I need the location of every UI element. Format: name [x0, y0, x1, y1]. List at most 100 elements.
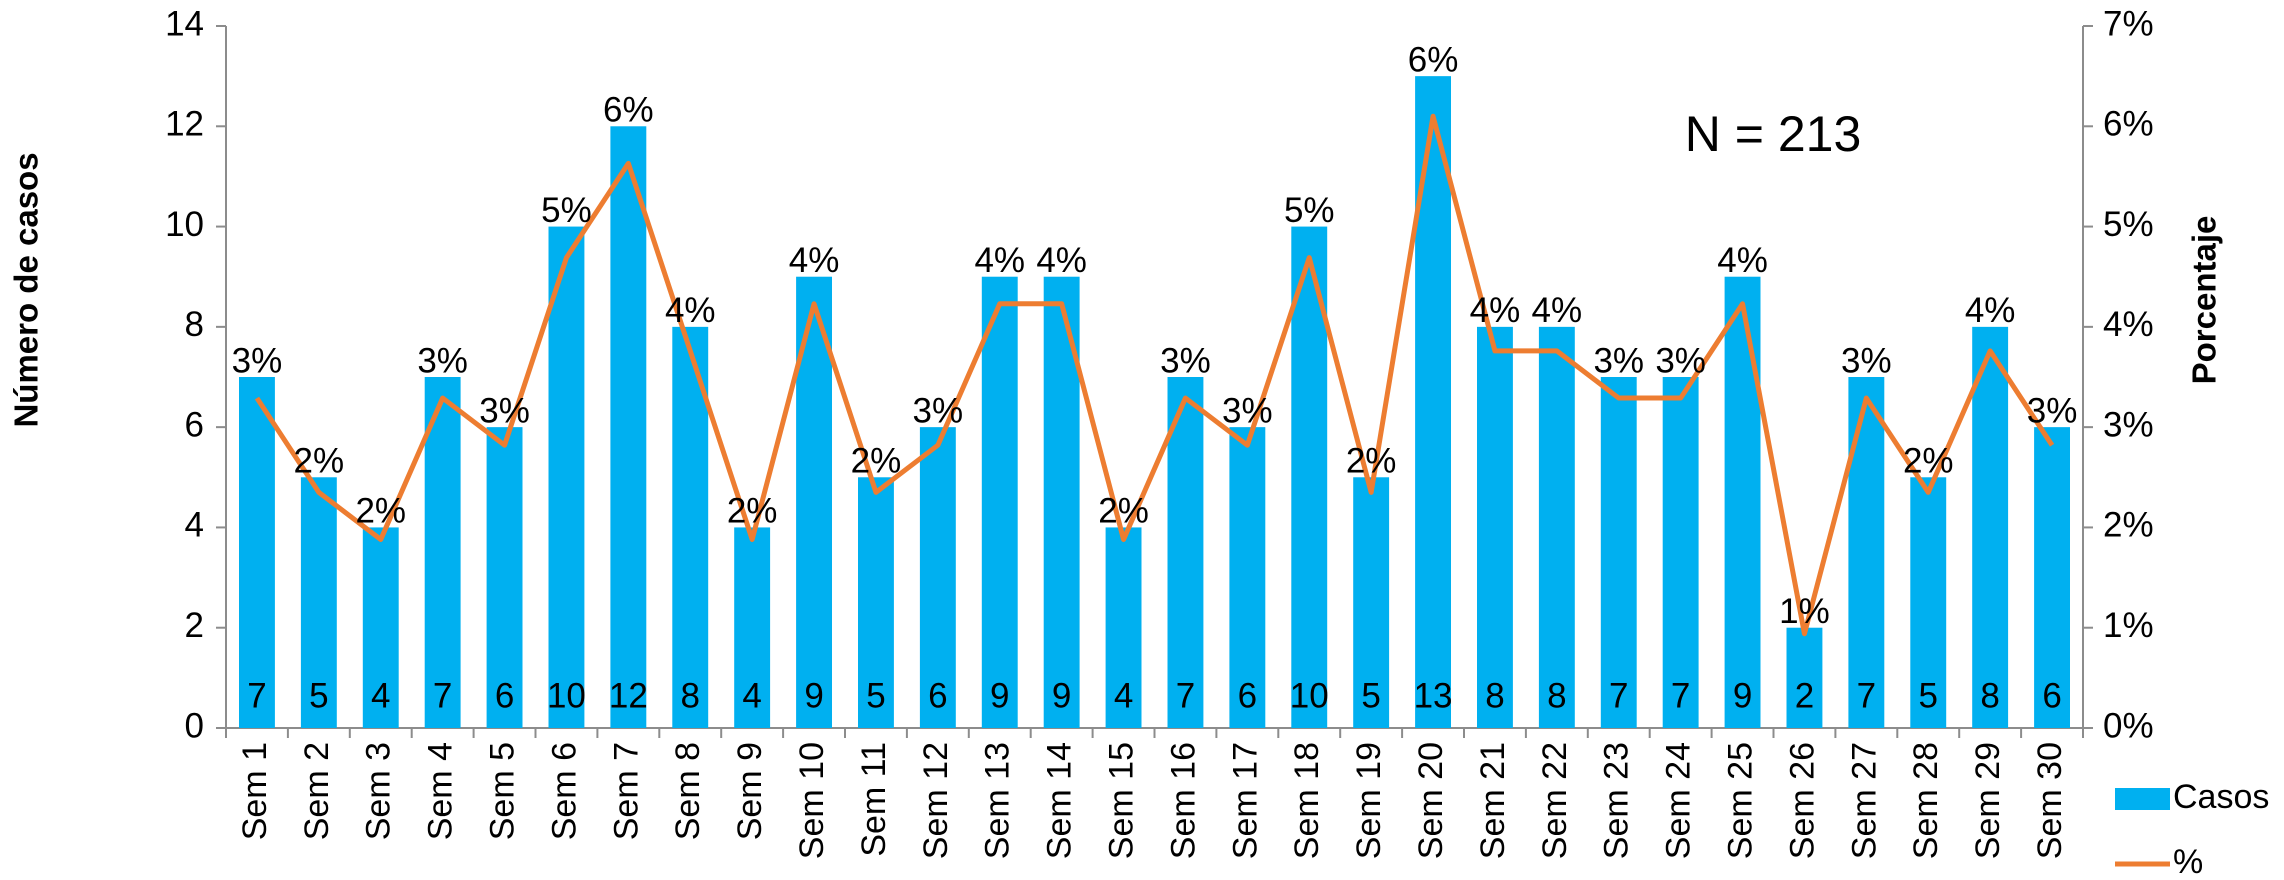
bar — [548, 226, 585, 729]
y-axis-title: Número de casos — [8, 152, 45, 427]
line-value-label: 2% — [727, 492, 778, 531]
bar-value-label: 7 — [1671, 676, 1690, 715]
bar — [362, 527, 399, 728]
bar — [1600, 377, 1637, 728]
y-tick-label: 0 — [185, 706, 204, 745]
x-tick-label: Sem 13 — [979, 742, 1017, 859]
x-tick-label: Sem 14 — [1041, 742, 1079, 859]
line-value-label: 4% — [1965, 291, 2016, 330]
line-value-label: 3% — [1593, 341, 1644, 380]
line-value-label: 3% — [2027, 391, 2078, 430]
line-value-label: 3% — [1222, 391, 1273, 430]
x-tick-label: Sem 3 — [360, 742, 398, 840]
y2-tick-label: 3% — [2103, 405, 2154, 444]
y2-tick-label: 7% — [2103, 4, 2154, 43]
x-tick-label: Sem 29 — [1969, 742, 2007, 859]
y2-tick-label: 2% — [2103, 506, 2154, 545]
bar — [1415, 76, 1452, 728]
bar-value-label: 7 — [1857, 676, 1876, 715]
line-value-label: 2% — [851, 442, 902, 481]
line-value-label: 4% — [789, 241, 840, 280]
x-tick-label: Sem 7 — [607, 742, 645, 840]
line-value-label: 6% — [1408, 40, 1459, 79]
line-value-label: 4% — [1036, 241, 1087, 280]
x-tick-label: Sem 8 — [669, 742, 707, 840]
legend-label: % — [2173, 843, 2203, 880]
x-tick-label: Sem 11 — [855, 742, 893, 857]
bar-value-label: 6 — [495, 676, 514, 715]
bar-value-label: 6 — [928, 676, 947, 715]
bar-value-label: 8 — [1547, 676, 1566, 715]
y-tick-label: 8 — [185, 305, 204, 344]
y-tick-label: 2 — [185, 606, 204, 645]
y2-tick-label: 1% — [2103, 606, 2154, 645]
line-value-label: 2% — [294, 442, 345, 481]
line-value-label: 3% — [1655, 341, 1706, 380]
bar-value-label: 7 — [1609, 676, 1628, 715]
x-tick-label: Sem 17 — [1226, 742, 1264, 859]
bar-value-label: 4 — [1114, 676, 1133, 715]
y2-tick-label: 0% — [2103, 706, 2154, 745]
bar-value-label: 5 — [1361, 676, 1380, 715]
bar-value-label: 4 — [371, 676, 390, 715]
bar-value-label: 5 — [866, 676, 885, 715]
bar — [238, 377, 275, 728]
bar-value-label: 10 — [547, 676, 586, 715]
line-value-label: 4% — [974, 241, 1025, 280]
bar-value-label: 7 — [1176, 676, 1195, 715]
bar-value-label: 10 — [1290, 676, 1329, 715]
line-value-label: 6% — [603, 91, 654, 130]
bar-value-label: 9 — [1052, 676, 1071, 715]
x-tick-label: Sem 20 — [1412, 742, 1450, 859]
annotation: N = 213 — [1685, 106, 1862, 162]
legend-label: Casos — [2173, 778, 2269, 816]
x-tick-label: Sem 24 — [1660, 742, 1698, 859]
line-value-label: 4% — [665, 291, 716, 330]
y-tick-label: 10 — [165, 205, 204, 244]
line-value-label: 2% — [1098, 492, 1149, 531]
bar — [919, 427, 956, 728]
x-tick-label: Sem 6 — [545, 742, 583, 840]
bar — [1538, 326, 1575, 728]
y-tick-label: 14 — [165, 4, 204, 43]
x-tick-label: Sem 23 — [1598, 742, 1636, 859]
bar — [1229, 427, 1266, 728]
bar — [1972, 326, 2009, 728]
line-value-label: 3% — [913, 391, 964, 430]
bar — [1910, 477, 1947, 728]
x-tick-label: Sem 25 — [1722, 742, 1760, 859]
x-tick-label: Sem 22 — [1536, 742, 1574, 859]
x-tick-label: Sem 1 — [236, 742, 274, 840]
line-value-label: 3% — [417, 341, 468, 380]
bar — [300, 477, 337, 728]
bar — [857, 477, 894, 728]
y-tick-label: 6 — [185, 405, 204, 444]
x-tick-label: Sem 18 — [1288, 742, 1326, 859]
bar-value-label: 9 — [804, 676, 823, 715]
bar-value-label: 12 — [609, 676, 648, 715]
bar — [610, 126, 647, 729]
y2-axis-title: Porcentaje — [2186, 216, 2223, 385]
bar — [981, 276, 1018, 728]
x-tick-label: Sem 26 — [1783, 742, 1821, 859]
line-value-label: 3% — [1841, 341, 1892, 380]
bar — [1476, 326, 1513, 728]
x-tick-label: Sem 10 — [793, 742, 831, 859]
y2-tick-label: 5% — [2103, 205, 2154, 244]
bar-value-label: 6 — [1238, 676, 1257, 715]
x-tick-label: Sem 9 — [731, 742, 769, 840]
bar — [734, 527, 771, 728]
bar-value-label: 5 — [309, 676, 328, 715]
bar — [424, 377, 461, 728]
line-value-label: 3% — [479, 391, 530, 430]
line-value-label: 3% — [232, 341, 283, 380]
line-value-label: 1% — [1779, 592, 1830, 631]
line-value-label: 4% — [1470, 291, 1521, 330]
bar-value-label: 2 — [1795, 676, 1814, 715]
bar-value-label: 8 — [1980, 676, 1999, 715]
x-tick-label: Sem 5 — [484, 742, 522, 840]
bar-value-label: 6 — [2042, 676, 2061, 715]
line-value-label: 2% — [1346, 442, 1397, 481]
y2-tick-label: 4% — [2103, 305, 2154, 344]
